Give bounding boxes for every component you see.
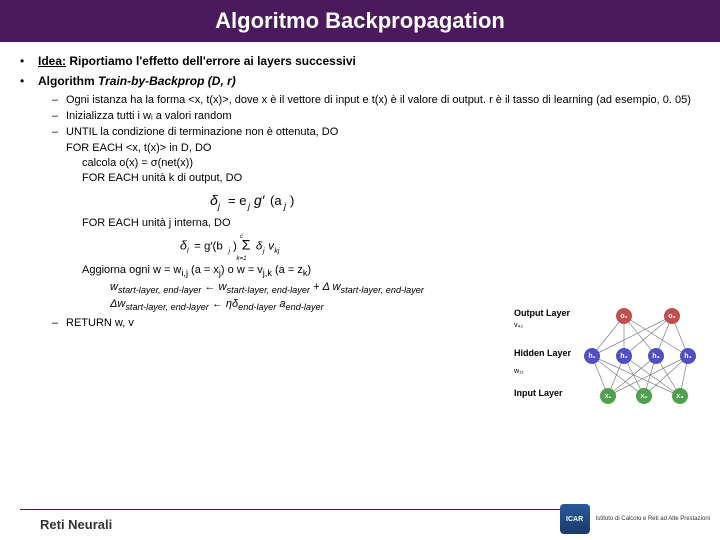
- svg-text:l: l: [187, 248, 189, 255]
- footer-text: Reti Neurali: [40, 517, 112, 532]
- sub-list: – Ogni istanza ha la forma <x, t(x)>, do…: [52, 94, 700, 138]
- logo-caption: Istituto di Calcolo e Reti ad Alte Prest…: [596, 516, 710, 523]
- bullet-algorithm: • Algorithm Train-by-Backprop (D, r): [20, 74, 700, 88]
- hidden-layer-label: Hidden Layer: [514, 348, 571, 358]
- svg-text:j: j: [262, 248, 265, 255]
- hidden-node: h₃: [648, 348, 664, 364]
- sub-item: – UNTIL la condizione di terminazione no…: [52, 126, 700, 138]
- svg-text:): ): [290, 193, 294, 208]
- output-layer-label: Output Layer: [514, 308, 570, 318]
- svg-text:): ): [233, 241, 237, 253]
- formula-delta-hidden: δl = g′(bj) Σ c k=1 δj vkj: [170, 232, 340, 262]
- svg-text:= g′(b: = g′(b: [194, 241, 223, 253]
- svg-text:j: j: [247, 201, 251, 211]
- svg-text:δ: δ: [180, 239, 187, 253]
- svg-text:δ: δ: [210, 192, 218, 208]
- output-node: o₂: [664, 308, 680, 324]
- bullet-text: Idea: Riportiamo l'effetto dell'errore a…: [38, 54, 356, 68]
- for-each-output-unit: FOR EACH unità k di output, DO: [82, 172, 700, 184]
- input-node: x₃: [672, 388, 688, 404]
- input-node: x₂: [636, 388, 652, 404]
- svg-text:j: j: [228, 248, 231, 255]
- edge-label-w11: w₁₁: [514, 368, 524, 375]
- input-layer-label: Input Layer: [514, 388, 563, 398]
- sub-text: UNTIL la condizione di terminazione non …: [66, 126, 338, 138]
- bullet-text: Algorithm Train-by-Backprop (D, r): [38, 74, 236, 88]
- weight-update-rule-1: wstart-layer, end-layer ← wstart-layer, …: [110, 281, 700, 295]
- hidden-node: h₁: [584, 348, 600, 364]
- bullet-dot: •: [20, 54, 38, 68]
- dash: –: [52, 110, 66, 122]
- dash: –: [52, 94, 66, 106]
- calc-output: calcola o(x) = σ(net(x)): [82, 157, 700, 169]
- svg-text:(a: (a: [270, 193, 282, 208]
- sub-item: – Inizializza tutti i wᵢ a valori random: [52, 110, 700, 122]
- for-each-hidden-unit: FOR EACH unità j interna, DO: [82, 217, 700, 229]
- slide-content: • Idea: Riportiamo l'effetto dell'errore…: [0, 42, 720, 329]
- bullet-idea: • Idea: Riportiamo l'effetto dell'errore…: [20, 54, 700, 68]
- return-text: RETURN w, v: [66, 317, 134, 329]
- svg-text:j: j: [283, 201, 287, 211]
- icar-logo-icon: ICAR: [560, 504, 590, 534]
- svg-text:g′: g′: [254, 192, 266, 208]
- svg-text:Σ: Σ: [242, 237, 251, 253]
- neural-network-diagram: Output Layer Hidden Layer Input Layer v₄…: [514, 298, 714, 418]
- svg-text:j: j: [217, 201, 221, 211]
- svg-text:k=1: k=1: [236, 255, 246, 262]
- logo-area: ICAR Istituto di Calcolo e Reti ad Alte …: [560, 504, 710, 534]
- edge-label-v42: v₄₂: [514, 322, 523, 329]
- svg-text:kj: kj: [274, 248, 280, 255]
- update-weights: Aggiorna ogni w = wi,j (a = xj) o w = vj…: [82, 264, 700, 278]
- input-node: x₁: [600, 388, 616, 404]
- for-each-instance: FOR EACH <x, t(x)> in D, DO: [66, 142, 700, 154]
- bullet-dot: •: [20, 74, 38, 88]
- formula-delta-j: δj = ej g′ (aj): [210, 187, 320, 215]
- hidden-node: h₂: [616, 348, 632, 364]
- svg-text:δ: δ: [256, 241, 263, 253]
- sub-text: Inizializza tutti i wᵢ a valori random: [66, 110, 232, 122]
- dash: –: [52, 126, 66, 138]
- dash: –: [52, 317, 66, 329]
- hidden-node: h₄: [680, 348, 696, 364]
- sub-item: – Ogni istanza ha la forma <x, t(x)>, do…: [52, 94, 700, 106]
- output-node: o₁: [616, 308, 632, 324]
- sub-text: Ogni istanza ha la forma <x, t(x)>, dove…: [66, 94, 691, 106]
- svg-text:= e: = e: [228, 193, 246, 208]
- footer-divider: [20, 509, 570, 510]
- slide-title: Algoritmo Backpropagation: [0, 0, 720, 42]
